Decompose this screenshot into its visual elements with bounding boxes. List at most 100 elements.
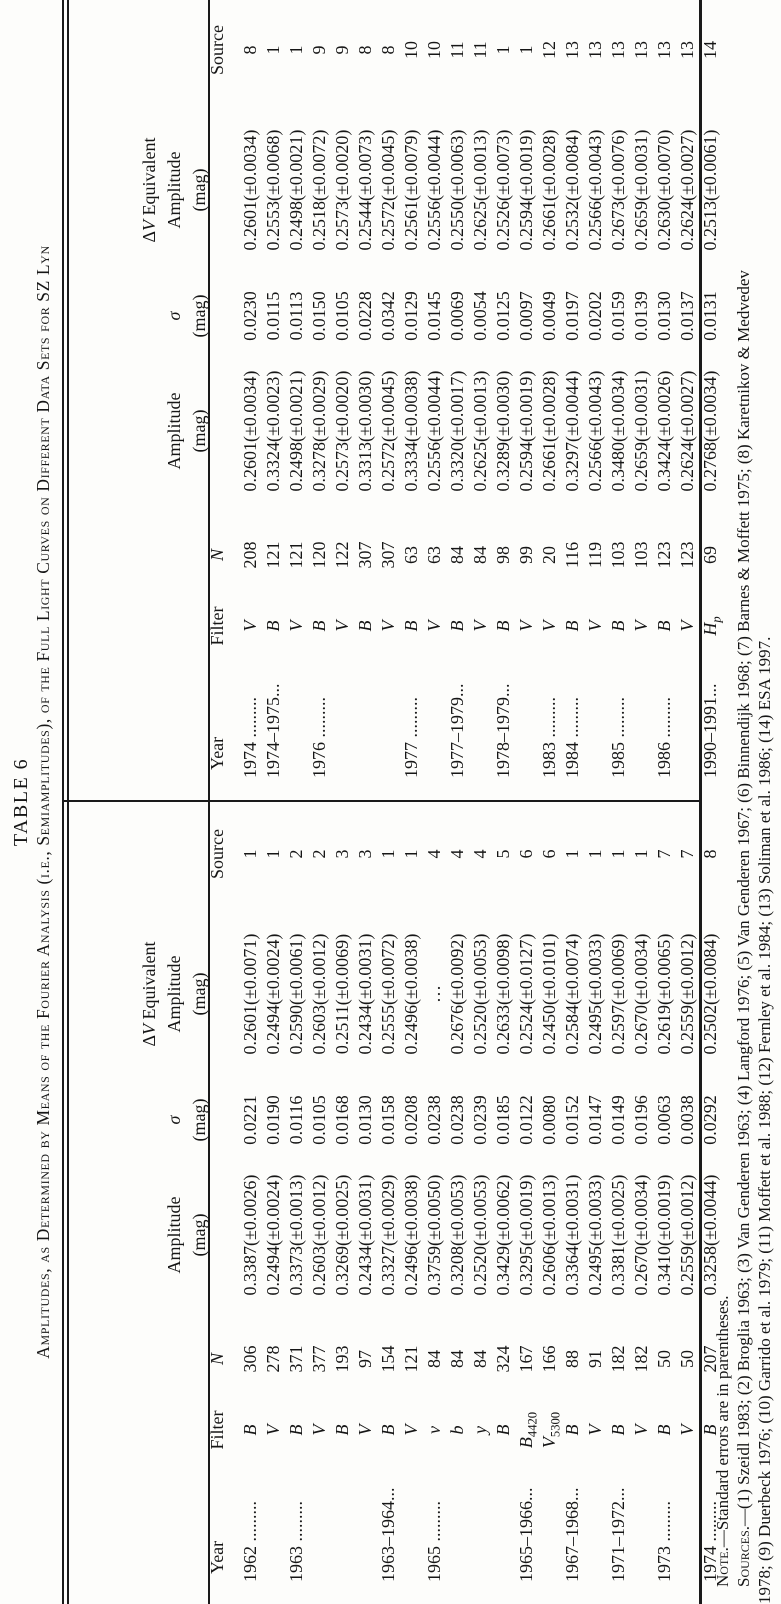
sigma-cell: 0.0105 bbox=[309, 1095, 329, 1145]
source-cell: 1 bbox=[401, 849, 421, 859]
sources-line-2: 1978; (9) Duerbeck 1976; (10) Garrido et… bbox=[755, 636, 774, 1604]
half-separator-rule bbox=[64, 800, 702, 802]
sigma-cell: 0.0069 bbox=[447, 291, 467, 341]
sigma-cell: 0.0239 bbox=[470, 1095, 490, 1145]
table-row: 1971–1972... B 182 0.3381(±0.0025) 0.0149 0.2… bbox=[607, 804, 630, 1604]
source-cell: 11 bbox=[470, 41, 490, 59]
n-cell: 84 bbox=[424, 1350, 444, 1368]
source-cell: 7 bbox=[654, 849, 674, 859]
year-cell: 1985 ......... bbox=[608, 697, 628, 778]
n-cell: 20 bbox=[539, 546, 559, 564]
dv-equivalent-cell: 0.2553(±0.0068) bbox=[263, 129, 283, 251]
filter-header: Filter bbox=[207, 606, 227, 646]
sigma-cell: 0.0208 bbox=[401, 1095, 421, 1145]
year-cell bbox=[469, 1456, 492, 1604]
sigma-cell: 0.0147 bbox=[585, 1095, 605, 1145]
dv-equivalent-cell: 0.2532(±0.0084) bbox=[562, 129, 582, 251]
filter-cell: B bbox=[654, 620, 674, 632]
source-cell: 8 bbox=[378, 45, 398, 55]
table-row: 1977 ......... B 63 0.3334(±0.0038) 0.0129 0.… bbox=[400, 0, 423, 800]
n-cell: 50 bbox=[677, 1350, 697, 1368]
year-cell: 1976 ......... bbox=[309, 697, 329, 778]
amplitude-header: Amplitude (mag) bbox=[164, 1196, 209, 1274]
filter-cell: V bbox=[631, 1424, 651, 1436]
source-cell: 2 bbox=[286, 849, 306, 859]
amplitude-cell: 0.2498(±0.0021) bbox=[286, 370, 306, 492]
left-table-header: Year Filter N Amplitude (mag) σ (mag) ΔV bbox=[69, 804, 239, 1604]
sigma-cell: 0.0116 bbox=[286, 1095, 306, 1145]
n-cell: 97 bbox=[355, 1350, 375, 1368]
source-cell: 4 bbox=[424, 849, 444, 859]
table-row: B 324 0.3429(±0.0062) 0.0185 0.2633(±0.0098)… bbox=[492, 804, 515, 1604]
n-cell: 63 bbox=[424, 546, 444, 564]
table-row: 1974 ......... V 208 0.2601(±0.0034) 0.0230 0… bbox=[239, 0, 262, 800]
year-header: Year bbox=[207, 736, 227, 770]
table-row: B 307 0.3313(±0.0030) 0.0228 0.2544(±0.0073)… bbox=[354, 0, 377, 800]
table-row: 1976 ......... B 120 0.3278(±0.0029) 0.0150 0… bbox=[308, 0, 331, 800]
n-cell: 182 bbox=[608, 1345, 628, 1373]
dv-equivalent-cell: 0.2625(±0.0013) bbox=[470, 129, 490, 251]
table-row: 1963 ......... B 371 0.3373(±0.0013) 0.0116 0… bbox=[285, 804, 308, 1604]
filter-cell: B bbox=[608, 1424, 628, 1436]
sources-label: Sources. bbox=[734, 1525, 753, 1587]
year-cell: 1986 ......... bbox=[654, 697, 674, 778]
sigma-cell: 0.0159 bbox=[608, 291, 628, 341]
n-cell: 121 bbox=[286, 541, 306, 569]
year-cell bbox=[676, 1456, 699, 1604]
source-cell: 10 bbox=[424, 41, 444, 59]
year-cell bbox=[584, 1456, 607, 1604]
n-cell: 166 bbox=[539, 1345, 559, 1373]
year-cell: 1965 ......... bbox=[424, 1501, 444, 1582]
dv-equivalent-cell: 0.2495(±0.0033) bbox=[585, 933, 605, 1055]
sigma-cell: 0.0342 bbox=[378, 291, 398, 341]
source-cell: 1 bbox=[378, 849, 398, 859]
source-cell: 12 bbox=[539, 41, 559, 59]
amplitude-cell: 0.2603(±0.0012) bbox=[309, 1174, 329, 1296]
source-cell: 1 bbox=[631, 849, 651, 859]
sigma-cell: 0.0168 bbox=[332, 1095, 352, 1145]
amplitude-cell: 0.3278(±0.0029) bbox=[309, 370, 329, 492]
n-cell: 193 bbox=[332, 1345, 352, 1373]
filter-cell: y bbox=[470, 1426, 490, 1434]
dv-equivalent-cell: 0.2573(±0.0020) bbox=[332, 129, 352, 251]
n-cell: 154 bbox=[378, 1345, 398, 1373]
dv-equivalent-cell: 0.2526(±0.0073) bbox=[493, 129, 513, 251]
amplitude-cell: 0.3387(±0.0026) bbox=[240, 1174, 260, 1296]
note-line: Note.—Standard errors are in parentheses… bbox=[713, 1295, 732, 1587]
note-label: Note. bbox=[713, 1547, 732, 1587]
year-cell: 1983 ......... bbox=[539, 697, 559, 778]
data-table-right-half: Year Filter N Amplitude (mag) σ (mag) ΔV bbox=[69, 0, 724, 800]
n-cell: 123 bbox=[677, 541, 697, 569]
amplitude-cell: 0.2624(±0.0027) bbox=[677, 370, 697, 492]
table-row: B 193 0.3269(±0.0025) 0.0168 0.2511(±0.0069)… bbox=[331, 804, 354, 1604]
filter-cell: V bbox=[516, 620, 536, 632]
filter-cell: B bbox=[286, 1424, 306, 1436]
filter-cell: V bbox=[355, 1424, 375, 1436]
table-row: 1983 ......... V 20 0.2661(±0.0028) 0.0049 0.… bbox=[538, 0, 561, 800]
n-cell: 123 bbox=[654, 541, 674, 569]
source-cell: 13 bbox=[677, 41, 697, 59]
filter-cell: B bbox=[654, 1424, 674, 1436]
filter-cell: B bbox=[240, 1424, 260, 1436]
table-row: 1986 ......... B 123 0.3424(±0.0026) 0.0130 0… bbox=[653, 0, 676, 800]
source-cell: 1 bbox=[240, 849, 260, 859]
year-cell: 1963–1964... bbox=[378, 1487, 398, 1583]
year-cell: 1967–1968... bbox=[562, 1487, 582, 1583]
table-row: V 122 0.2573(±0.0020) 0.0105 0.2573(±0.0020)… bbox=[331, 0, 354, 800]
table-notes: Note.—Standard errors are in parentheses… bbox=[712, 0, 775, 1604]
filter-cell: V bbox=[309, 1424, 329, 1436]
dv-equivalent-cell: 0.2434(±0.0031) bbox=[355, 933, 375, 1055]
table-row: 1962 ......... B 306 0.3387(±0.0026) 0.0221 0… bbox=[239, 804, 262, 1604]
amplitude-cell: 0.2556(±0.0044) bbox=[424, 370, 444, 492]
year-cell bbox=[285, 652, 308, 800]
n-cell: 63 bbox=[401, 546, 421, 564]
right-table-body: 1974 ......... V 208 0.2601(±0.0034) 0.0230 0… bbox=[239, 0, 724, 800]
table-row: V 103 0.2659(±0.0031) 0.0139 0.2659(±0.0031)… bbox=[630, 0, 653, 800]
n-cell: 98 bbox=[493, 546, 513, 564]
filter-cell: B bbox=[355, 620, 375, 632]
dv-equivalent-cell: 0.2559(±0.0012) bbox=[677, 933, 697, 1055]
source-cell: 1 bbox=[608, 849, 628, 859]
amplitude-cell: 0.3364(±0.0031) bbox=[562, 1174, 582, 1296]
